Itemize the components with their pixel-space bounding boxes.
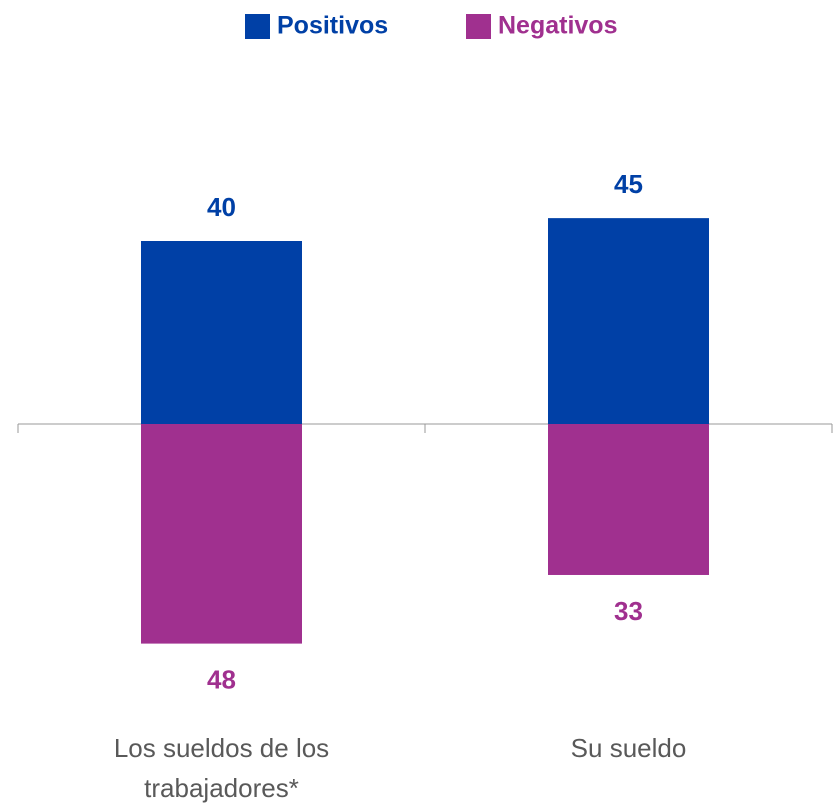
value-label: 48 (207, 664, 236, 694)
category-label: Su sueldo (570, 733, 687, 763)
legend-label: Negativos (498, 12, 617, 40)
bar (141, 424, 302, 644)
value-label: 33 (614, 596, 643, 626)
bar (548, 424, 709, 575)
legend-swatch (245, 14, 270, 39)
value-label: 40 (207, 192, 236, 222)
category-label: Los sueldos de los trabajadores* (113, 733, 330, 803)
legend-swatch (466, 14, 491, 39)
legend-label: Positivos (277, 12, 388, 40)
bar (141, 241, 302, 424)
bar (548, 218, 709, 424)
value-label: 45 (614, 169, 643, 199)
